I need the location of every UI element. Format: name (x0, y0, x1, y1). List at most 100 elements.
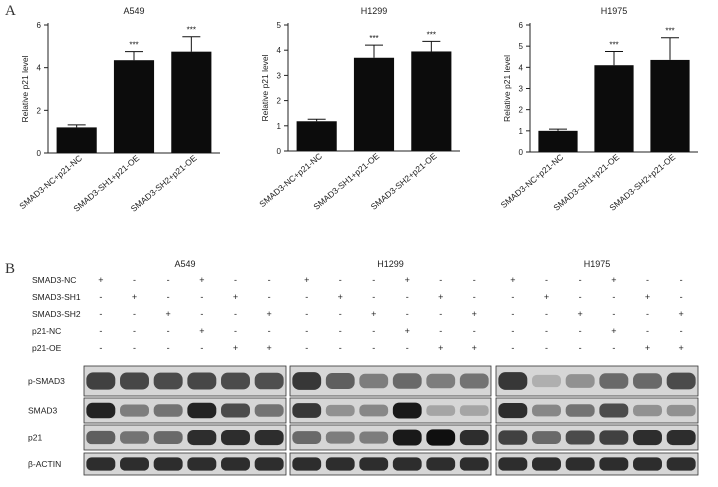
significance-marker: *** (665, 27, 674, 36)
blot-band (532, 374, 561, 388)
blot-band (325, 457, 355, 471)
significance-marker: *** (369, 34, 378, 43)
condition-sign: - (234, 309, 237, 319)
condition-sign: + (645, 292, 650, 302)
condition-sign: - (99, 309, 102, 319)
blot-band (359, 404, 389, 417)
condition-sign: + (611, 326, 616, 336)
blot-band (153, 457, 183, 471)
blot-band (498, 372, 528, 390)
condition-sign: + (233, 292, 238, 302)
blot-band (292, 403, 322, 418)
condition-sign: - (133, 309, 136, 319)
condition-sign: - (511, 326, 514, 336)
condition-sign: - (646, 275, 649, 285)
blot-band (120, 457, 149, 471)
blot-band (359, 431, 389, 444)
blot-band (666, 372, 696, 390)
blot-band (292, 372, 322, 390)
blot-band (426, 405, 456, 416)
condition-sign: - (545, 343, 548, 353)
condition-sign: - (305, 309, 308, 319)
blot-band (120, 404, 149, 417)
condition-sign: - (680, 292, 683, 302)
significance-marker: *** (187, 26, 196, 35)
condition-sign: + (544, 292, 549, 302)
blot-strip (83, 397, 287, 424)
condition-sign: - (200, 292, 203, 302)
chart-title: A549 (123, 6, 144, 16)
bar (650, 59, 690, 152)
condition-sign: + (510, 275, 515, 285)
blot-band (498, 430, 528, 445)
blot-strip (83, 424, 287, 451)
blot-band (86, 372, 116, 390)
condition-sign: - (680, 326, 683, 336)
condition-sign: - (339, 343, 342, 353)
condition-sign: - (612, 292, 615, 302)
condition-sign: - (646, 326, 649, 336)
blot-strip (289, 397, 492, 424)
bar (171, 51, 212, 153)
condition-sign: - (579, 275, 582, 285)
condition-sign: - (133, 343, 136, 353)
x-tick-label: SMAD3-NC+p21-NC (17, 153, 84, 211)
blot-strip (289, 365, 492, 397)
blot-band (459, 429, 489, 446)
condition-sign: - (439, 326, 442, 336)
bar (56, 127, 97, 153)
blot-band (666, 457, 696, 471)
condition-sign: - (339, 275, 342, 285)
condition-sign: - (439, 309, 442, 319)
condition-sign: - (167, 326, 170, 336)
blot-band (599, 457, 629, 471)
panel-label-b: B (5, 261, 16, 277)
blot-band (666, 429, 696, 446)
y-tick-label: 4 (519, 63, 524, 72)
y-tick-label: 4 (37, 64, 42, 73)
bar (411, 51, 452, 151)
blot-band (325, 404, 355, 417)
bar-chart-h1299: H1299 0 1 2 3 4 5 Relative p21 level SMAD3-NC+p2… (257, 6, 460, 212)
y-tick-label: 3 (277, 71, 282, 80)
y-tick-label: 2 (37, 106, 42, 115)
protein-label: β-ACTIN (28, 459, 61, 469)
condition-sign: + (267, 309, 272, 319)
blot-band (459, 405, 489, 416)
protein-label: SMAD3 (28, 406, 58, 416)
blot-band (359, 457, 389, 471)
chart-title: H1299 (361, 6, 388, 16)
blot-band (254, 372, 284, 390)
blot-band (254, 457, 284, 471)
blot-band (187, 402, 217, 419)
blot-band (459, 457, 489, 471)
blot-band (392, 429, 422, 446)
blot-band (86, 402, 116, 419)
bar (353, 57, 395, 152)
condition-sign: + (132, 292, 137, 302)
condition-sign: - (511, 343, 514, 353)
condition-sign: - (579, 343, 582, 353)
blot-band (187, 429, 217, 446)
blot-band (599, 373, 629, 389)
blot-band (221, 403, 250, 418)
condition-sign: + (611, 275, 616, 285)
condition-sign: - (473, 326, 476, 336)
bar (296, 121, 337, 151)
blot-band (565, 457, 595, 471)
blot-strip (83, 365, 287, 397)
condition-sign: + (438, 292, 443, 302)
cell-line-title: H1299 (377, 259, 404, 269)
condition-sign: + (472, 309, 477, 319)
condition-label: p21-NC (32, 326, 61, 336)
condition-sign: + (267, 343, 272, 353)
condition-sign: - (646, 309, 649, 319)
blot-band (392, 402, 422, 419)
blot-band (459, 373, 489, 389)
blot-band (292, 431, 322, 444)
panel-label-a: A (5, 3, 16, 19)
blot-band (254, 404, 284, 417)
condition-label: p21-OE (32, 343, 62, 353)
condition-sign: - (339, 326, 342, 336)
y-axis-label: Relative p21 level (502, 55, 512, 122)
